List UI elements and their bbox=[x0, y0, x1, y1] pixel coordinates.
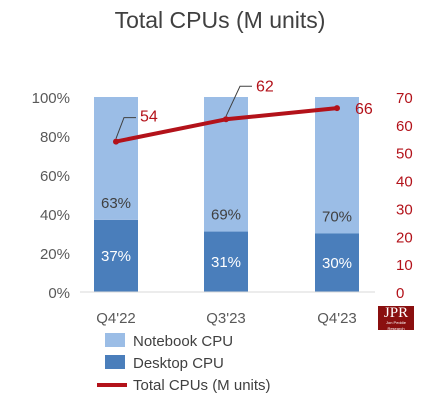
bar-label-notebook: 69% bbox=[211, 207, 241, 224]
legend-label-notebook: Notebook CPU bbox=[133, 333, 233, 350]
logo-subtext: Jon Peddie Research bbox=[385, 320, 406, 331]
legend-label-total: Total CPUs (M units) bbox=[133, 377, 271, 394]
right-axis-tick-label: 60 bbox=[396, 118, 413, 135]
category-label: Q3'23 bbox=[206, 310, 246, 327]
left-axis-tick-label: 40% bbox=[40, 207, 70, 224]
left-axis-tick-label: 60% bbox=[40, 168, 70, 185]
chart-title: Total CPUs (M units) bbox=[115, 7, 326, 33]
bar-desktop-cpu bbox=[94, 219, 138, 292]
bar-label-desktop: 31% bbox=[211, 254, 241, 271]
right-axis-tick-label: 0 bbox=[396, 285, 404, 302]
bar-notebook-cpu bbox=[315, 97, 359, 234]
bar-desktop-cpu bbox=[204, 231, 248, 292]
leader-line bbox=[225, 85, 252, 117]
right-axis-tick-label: 40 bbox=[396, 174, 413, 191]
total-cpus-point bbox=[113, 138, 119, 145]
line-label: 54 bbox=[140, 109, 158, 126]
category-label: Q4'23 bbox=[317, 310, 357, 327]
bar-label-desktop: 37% bbox=[101, 248, 131, 265]
right-axis-tick-label: 30 bbox=[396, 201, 413, 218]
right-axis-tick-label: 10 bbox=[396, 257, 413, 274]
line-label: 66 bbox=[355, 101, 373, 118]
bar-label-desktop: 30% bbox=[322, 255, 352, 272]
bar-label-notebook: 70% bbox=[322, 209, 352, 226]
legend-swatch-notebook bbox=[105, 333, 125, 347]
right-axis-tick-label: 70 bbox=[396, 90, 413, 107]
logo-text: JPR bbox=[383, 305, 409, 321]
jpr-logo: JPR Jon Peddie Research bbox=[378, 305, 414, 331]
total-cpus-point bbox=[334, 105, 340, 112]
total-cpus-point bbox=[223, 116, 229, 123]
right-axis-tick-label: 50 bbox=[396, 146, 413, 163]
leader-line bbox=[115, 117, 136, 139]
left-axis-tick-label: 20% bbox=[40, 246, 70, 263]
left-axis-tick-label: 80% bbox=[40, 129, 70, 146]
line-label: 62 bbox=[256, 78, 274, 95]
bar-desktop-cpu bbox=[315, 233, 359, 292]
legend-label-desktop: Desktop CPU bbox=[133, 355, 224, 372]
legend-swatch-desktop bbox=[105, 355, 125, 369]
left-axis-tick-label: 100% bbox=[32, 90, 70, 107]
right-axis-tick-label: 20 bbox=[396, 229, 413, 246]
category-label: Q4'22 bbox=[96, 310, 136, 327]
left-axis-tick-label: 0% bbox=[48, 285, 70, 302]
bar-label-notebook: 63% bbox=[101, 195, 131, 212]
